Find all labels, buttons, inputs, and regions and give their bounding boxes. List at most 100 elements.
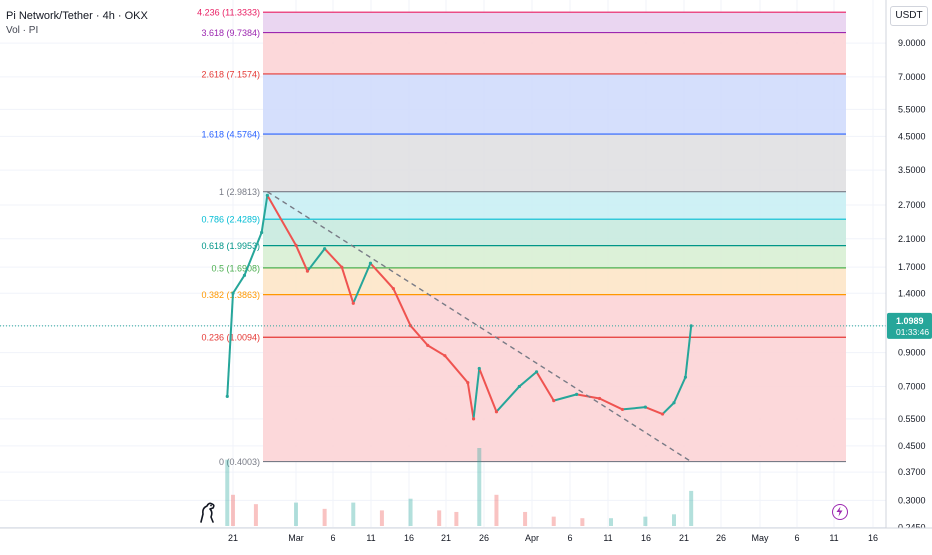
price-segment	[478, 368, 498, 413]
time-tick-label: 16	[641, 533, 651, 543]
time-tick-label: 21	[441, 533, 451, 543]
price-segment	[535, 371, 555, 402]
price-point	[683, 375, 688, 379]
price-segment	[243, 232, 263, 276]
lightning-bolt-icon[interactable]	[832, 504, 848, 520]
price-tick-label: 1.7000	[898, 262, 926, 272]
price-point	[534, 370, 539, 374]
volume-bar	[379, 510, 384, 526]
price-point	[552, 399, 556, 403]
price-tick-label: 7.0000	[898, 72, 926, 82]
price-tick-label: 0.7000	[898, 381, 926, 391]
price-segment	[684, 325, 693, 378]
price-point	[517, 384, 521, 389]
price-segment	[323, 248, 343, 268]
fib-level-label: 0.5 (1.6908)	[211, 263, 260, 273]
volume-bar	[351, 502, 356, 526]
price-point	[471, 417, 476, 421]
price-point	[494, 410, 499, 414]
price-segment	[472, 368, 481, 419]
time-tick-label: Apr	[525, 533, 539, 543]
fib-level-label: 4.236 (11.3333)	[197, 8, 260, 18]
volume-indicator-label[interactable]: Vol · PI	[6, 25, 39, 36]
price-segment	[444, 355, 469, 384]
fib-band	[263, 134, 846, 192]
volume-bar	[408, 498, 413, 526]
price-point	[466, 381, 470, 385]
price-point	[368, 261, 373, 265]
price-segment	[427, 344, 446, 357]
volume-bar	[437, 510, 442, 526]
price-tick-label: 4.5000	[898, 131, 926, 141]
price-point	[660, 412, 665, 416]
price-point	[340, 265, 344, 269]
volume-bar	[454, 511, 459, 526]
price-tick-label: 0.3700	[898, 467, 926, 477]
volume-bar	[322, 508, 327, 526]
volume-bar	[253, 504, 258, 526]
fib-band	[263, 219, 846, 246]
price-point	[672, 401, 676, 405]
price-point	[391, 286, 395, 291]
price-tick-label: 0.5500	[898, 414, 926, 424]
volume-bar	[477, 448, 482, 526]
volume-bar	[643, 516, 648, 526]
time-axis-bg	[0, 528, 932, 550]
fib-band	[263, 191, 846, 220]
volume-bar	[523, 511, 528, 526]
price-segment	[266, 194, 297, 246]
price-point	[426, 343, 430, 347]
price-point	[689, 324, 693, 328]
time-tick-label: 21	[679, 533, 689, 543]
price-segment	[599, 397, 623, 411]
price-point	[443, 354, 447, 358]
price-point	[242, 273, 247, 277]
time-tick-label: 6	[567, 533, 572, 543]
volume-bar	[225, 459, 230, 526]
fib-band	[263, 32, 846, 74]
price-point	[260, 230, 264, 235]
price-point	[305, 269, 310, 273]
price-point	[575, 392, 579, 396]
time-tick-label: 6	[794, 533, 799, 543]
current-price-badge	[887, 312, 932, 339]
price-point	[477, 366, 481, 371]
currency-unit-button[interactable]: USDT	[890, 6, 928, 26]
volume-bar	[231, 494, 235, 526]
time-tick-label: 16	[868, 533, 878, 543]
price-point	[323, 247, 327, 251]
price-point	[225, 394, 229, 399]
price-point	[231, 291, 235, 295]
fib-band	[263, 73, 846, 135]
volume-bar	[294, 502, 298, 526]
tradingview-dino-logo-icon	[200, 502, 215, 523]
fib-band	[263, 294, 846, 338]
fib-level-label: 0.382 (1.3863)	[201, 290, 260, 300]
price-tick-label: 0.3000	[898, 495, 926, 505]
price-segment	[644, 406, 663, 415]
price-tick-label: 2.7000	[898, 200, 926, 210]
symbol-title: Pi Network/Tether · 4h · OKX	[6, 10, 148, 22]
volume-bar	[580, 518, 585, 526]
fib-level-label: 1 (2.9813)	[219, 187, 260, 197]
volume-bar	[494, 494, 499, 526]
price-point	[351, 301, 355, 305]
price-segment	[306, 248, 326, 272]
price-segment	[673, 376, 687, 404]
time-tick-label: May	[751, 533, 769, 543]
price-segment	[518, 371, 538, 388]
volume-bar	[551, 516, 556, 526]
price-point	[265, 193, 269, 197]
price-tick-label: 3.5000	[898, 165, 926, 175]
price-tick-label: 5.5000	[898, 104, 926, 114]
dashed-trendline	[266, 191, 692, 463]
time-tick-label: 26	[716, 533, 726, 543]
price-point	[597, 396, 602, 401]
price-segment	[352, 262, 372, 304]
time-tick-label: 11	[603, 533, 612, 543]
volume-bar	[609, 518, 613, 526]
price-tick-label: 0.9000	[898, 348, 926, 358]
price-segment	[495, 385, 521, 413]
